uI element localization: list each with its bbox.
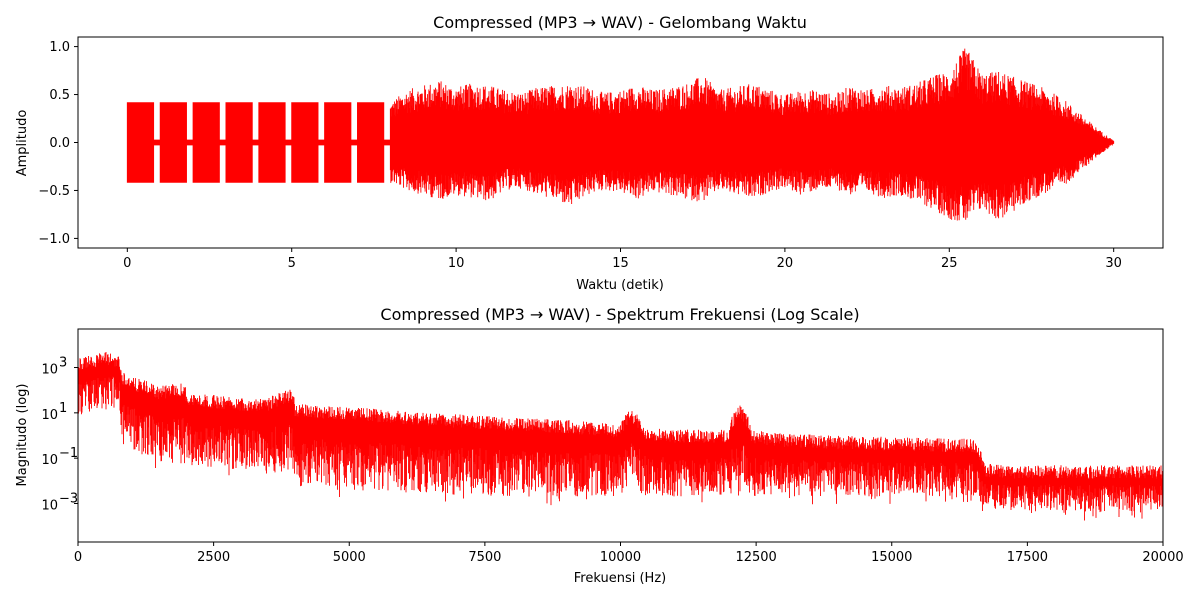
waveform-plot <box>126 48 1115 221</box>
waveform-x-tick-label: 20 <box>777 256 794 271</box>
waveform-x-tick-label: 25 <box>941 256 958 271</box>
spectrum-series-line <box>78 352 1163 521</box>
spectrum-y-tick-exponent: −1 <box>59 446 78 461</box>
waveform-x-tick-label: 10 <box>448 256 465 271</box>
spectrum-title: Compressed (MP3 → WAV) - Spektrum Frekue… <box>380 305 859 324</box>
spectrum-x-tick-label: 2500 <box>197 550 230 565</box>
spectrum-y-tick-exponent: 1 <box>59 401 67 416</box>
spectrum-x-tick-label: 10000 <box>600 550 641 565</box>
spectrum-x-tick-label: 15000 <box>871 550 912 565</box>
spectrum-y-tick-exponent: −3 <box>59 491 78 506</box>
spectrum-x-label: Frekuensi (Hz) <box>574 571 666 586</box>
waveform-y-tick-label: 0.5 <box>49 88 70 103</box>
waveform-title: Compressed (MP3 → WAV) - Gelombang Waktu <box>433 13 807 32</box>
waveform-y-ticks: 1.0 0.5 0.0 −0.5 −1.0 <box>38 40 78 247</box>
waveform-chart: Compressed (MP3 → WAV) - Gelombang Waktu… <box>15 13 1164 293</box>
waveform-y-label: Amplitudo <box>15 110 30 177</box>
spectrum-chart: Compressed (MP3 → WAV) - Spektrum Frekue… <box>15 305 1184 586</box>
waveform-x-ticks: 0 5 10 15 20 25 30 <box>123 248 1122 271</box>
spectrum-y-tick-label: 10 <box>41 498 58 513</box>
spectrum-x-tick-label: 17500 <box>1007 550 1048 565</box>
waveform-y-tick-label: 1.0 <box>49 40 70 55</box>
waveform-x-tick-label: 5 <box>288 256 296 271</box>
spectrum-x-tick-label: 12500 <box>735 550 776 565</box>
waveform-y-tick-label: −1.0 <box>38 232 70 247</box>
spectrum-x-tick-label: 5000 <box>333 550 366 565</box>
waveform-x-tick-label: 15 <box>612 256 629 271</box>
spectrum-plot <box>78 352 1163 521</box>
spectrum-y-tick-exponent: 3 <box>59 356 67 371</box>
spectrum-y-label: Magnitudo (log) <box>15 384 30 487</box>
waveform-series-line <box>126 48 1115 221</box>
spectrum-y-tick-label: 10 <box>41 408 58 423</box>
spectrum-x-ticks: 0 2500 5000 7500 10000 12500 15000 17500 20000 <box>74 542 1184 565</box>
spectrum-y-tick-label: 10 <box>41 453 58 468</box>
waveform-y-tick-label: 0.0 <box>49 136 70 151</box>
waveform-x-tick-label: 0 <box>123 256 131 271</box>
spectrum-x-tick-label: 7500 <box>468 550 501 565</box>
waveform-x-label: Waktu (detik) <box>576 278 664 293</box>
spectrum-x-tick-label: 20000 <box>1142 550 1183 565</box>
spectrum-x-tick-label: 0 <box>74 550 82 565</box>
waveform-x-tick-label: 30 <box>1105 256 1122 271</box>
waveform-y-tick-label: −0.5 <box>38 184 70 199</box>
spectrum-y-tick-label: 10 <box>41 363 58 378</box>
